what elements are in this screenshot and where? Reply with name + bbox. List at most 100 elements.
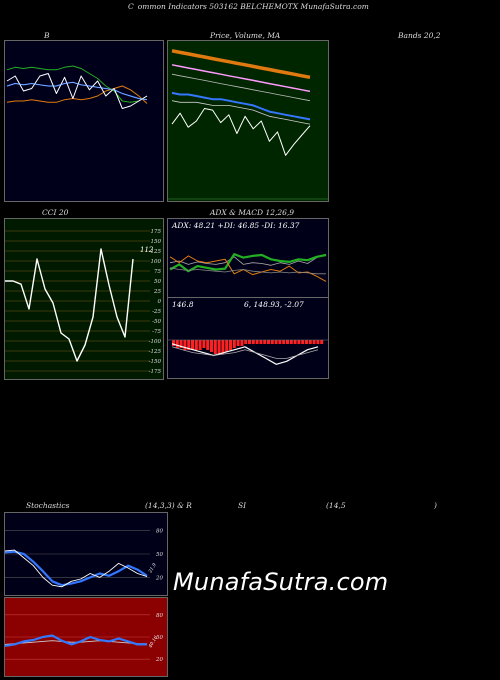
macd-histogram-bar — [175, 340, 179, 348]
price-ma-short — [171, 91, 311, 121]
cci-tick-label: -100 — [149, 339, 162, 345]
macd-histogram-bar — [206, 340, 210, 350]
macd-histogram-bar — [267, 340, 270, 344]
stoch-d-line — [4, 550, 148, 587]
boll-middle-band-highlight — [6, 81, 148, 100]
stoch-k-line — [4, 549, 148, 588]
cci-tick-label: -50 — [152, 319, 161, 325]
boll-upper-band — [6, 65, 148, 103]
macd-histogram-bar — [191, 340, 194, 350]
brand-watermark: MunafaSutra.com — [173, 568, 389, 596]
macd-histogram-bar — [320, 340, 324, 344]
cci-tick-label: -150 — [149, 359, 162, 365]
macd-histogram-bar — [210, 340, 213, 352]
macd-histogram-bar — [305, 340, 308, 344]
adx-label: ADX & MACD 12,26,9 — [210, 208, 295, 217]
boll-price-line — [6, 73, 148, 109]
macd-histogram-bar — [259, 340, 263, 344]
macd-histogram-bar — [202, 340, 206, 348]
cci-tick-label: 150 — [151, 239, 162, 245]
adx-grey-line — [169, 267, 326, 275]
adx-readout: ADX: 48.21 +DI: 46.85 -DI: 16.37 — [172, 221, 300, 230]
macd-histogram-bar — [308, 340, 312, 344]
rsi-close-label: ) — [434, 501, 437, 510]
macd-histogram-bar — [225, 340, 229, 352]
cci-tick-label: -125 — [149, 349, 162, 355]
header-title-prefix: C — [128, 2, 134, 11]
macd-histogram-bar — [217, 340, 221, 354]
adx-chart — [169, 253, 327, 282]
cci-panel: 175 150 125 100 75 50 25 0 -25 -50 -75 -100 -125 -150… — [4, 218, 164, 380]
price-ma-grey-2 — [171, 100, 311, 125]
macd-histogram-bar — [244, 340, 248, 344]
cci-chart: 175 150 125 100 75 50 25 0 -25 -50 -75 -100 -125 -150… — [5, 229, 162, 375]
macd-histogram-bar — [286, 340, 289, 344]
stoch-label: Stochastics — [26, 501, 70, 510]
macd-histogram-bar — [172, 340, 175, 346]
macd-histogram-bar — [232, 340, 236, 348]
price-ma-grey — [171, 73, 311, 102]
cci-tick-label: 100 — [151, 259, 162, 265]
macd-histogram-bar — [248, 340, 251, 344]
price-chart — [168, 49, 328, 200]
price-close-line — [171, 108, 311, 156]
macd-histogram-bar — [240, 340, 244, 346]
macd-histogram-bar — [213, 340, 217, 354]
macd-histogram-bar — [293, 340, 297, 344]
macd-panel: 146.8 6, 148.93, -2.07 — [167, 297, 329, 379]
rsi-tick-label: 50 — [156, 635, 163, 641]
rsi-tick-label: 20 — [155, 657, 163, 663]
cci-tick-label: 175 — [151, 229, 162, 235]
bollinger-chart — [6, 65, 148, 109]
macd-histogram-bar — [187, 340, 191, 350]
cci-last-value: 112 — [140, 246, 154, 254]
adx-line — [169, 253, 327, 266]
rsi-line — [4, 634, 147, 647]
macd-histogram-bar — [236, 340, 240, 346]
cci-tick-label: 25 — [153, 289, 161, 295]
macd-histogram-bar — [229, 340, 232, 350]
header-title-main: ommon Indicators 503162 BELCHEMOTX Munaf… — [137, 2, 369, 11]
stoch-last-value: 21.9 — [147, 562, 158, 575]
bollinger-panel — [4, 40, 164, 202]
adx-plus-di — [169, 253, 327, 273]
macd-histogram-bar — [270, 340, 274, 344]
price-ma-long — [171, 49, 311, 80]
cci-tick-label: -25 — [152, 309, 161, 315]
macd-histogram-bar — [255, 340, 259, 344]
price-ma-mid — [171, 64, 311, 93]
macd-histogram-bar — [289, 340, 293, 344]
cci-tick-label: 0 — [158, 299, 162, 305]
macd-signal-line — [171, 346, 319, 359]
stoch-tick-label: 50 — [156, 552, 163, 558]
macd-histogram-bar — [251, 340, 255, 344]
rsi-tick-label: 80 — [156, 613, 163, 619]
stoch-params-label: (14,3,3) & R — [145, 501, 192, 510]
macd-histogram-bar — [316, 340, 320, 344]
cci-label: CCI 20 — [42, 208, 69, 217]
boll-lower-band — [6, 85, 148, 104]
cci-tick-label: 125 — [151, 249, 162, 255]
macd-histogram-bar — [179, 340, 183, 348]
bollinger-label: B — [44, 31, 50, 40]
macd-histogram-bar — [297, 340, 301, 344]
macd-readout-left: 146.8 — [172, 300, 194, 309]
macd-histogram-bar — [274, 340, 278, 344]
adx-panel: ADX: 48.21 +DI: 46.85 -DI: 16.37 — [167, 218, 329, 298]
adx-minus-di — [169, 255, 327, 282]
stoch-panel: 80 50 20 21.9 — [4, 512, 168, 596]
macd-histogram-bar — [194, 340, 198, 350]
rsi-label: SI — [238, 501, 247, 510]
bands-label: Bands 20,2 — [398, 31, 441, 40]
macd-histogram-bar — [198, 340, 202, 350]
cci-tick-label: 50 — [154, 279, 161, 285]
boll-middle-band — [6, 81, 148, 101]
macd-histogram-bar — [221, 340, 225, 354]
macd-histogram-bar — [301, 340, 305, 344]
macd-histogram-bar — [183, 340, 187, 350]
rsi-params-label: (14,5 — [326, 501, 346, 510]
macd-readout-right: 6, 148.93, -2.07 — [244, 300, 304, 309]
